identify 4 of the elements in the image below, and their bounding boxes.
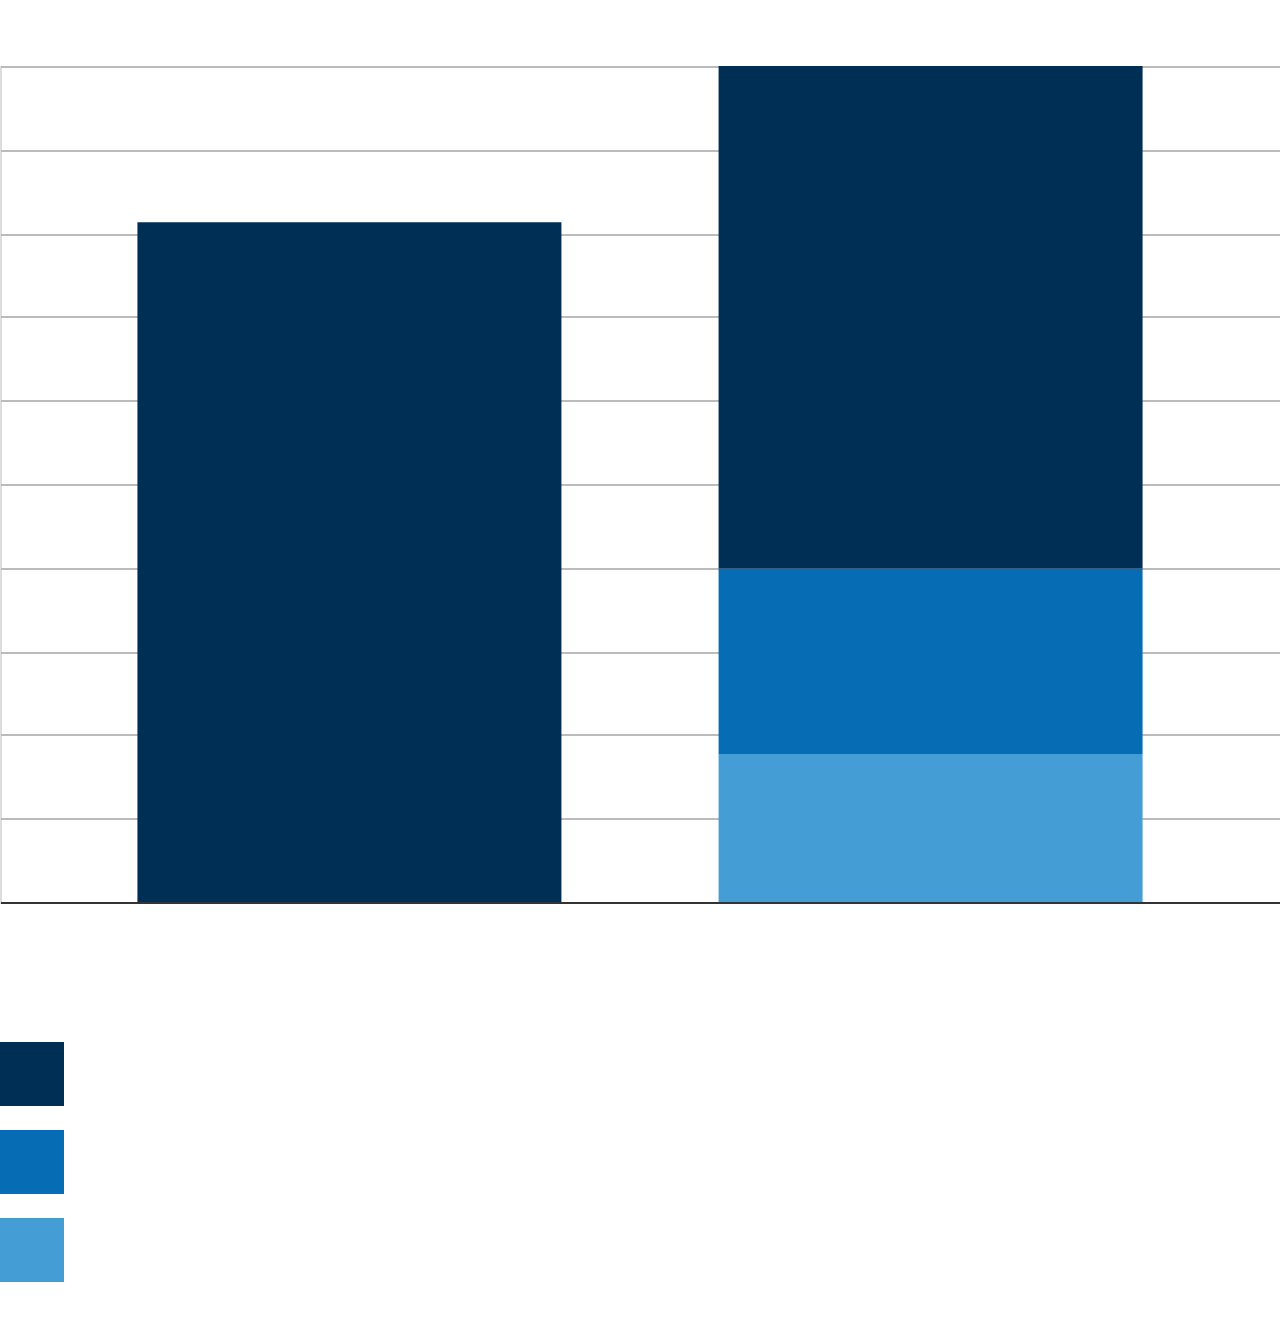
bar — [718, 66, 1143, 569]
bar — [718, 568, 1143, 755]
bar — [137, 222, 562, 902]
bar — [718, 754, 1143, 902]
